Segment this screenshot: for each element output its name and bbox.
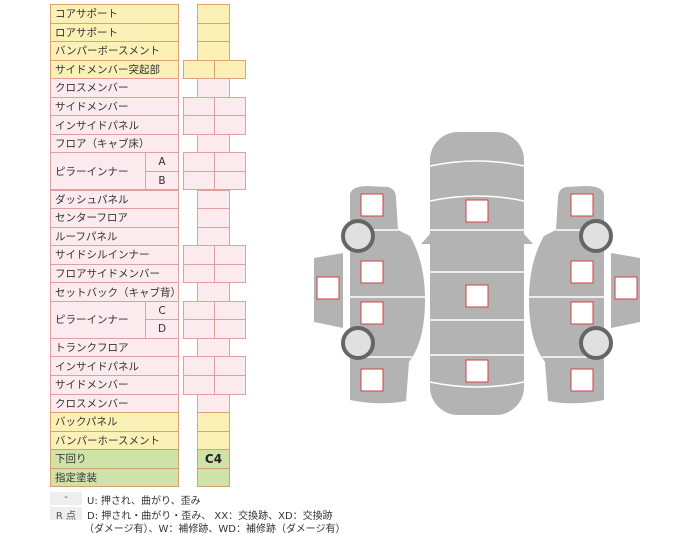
row-label: バックパネル (50, 412, 179, 432)
damage-marker[interactable] (360, 193, 384, 217)
car-center-body (421, 132, 533, 415)
damage-marker[interactable] (465, 359, 489, 383)
damage-marker[interactable] (570, 368, 594, 392)
damage-marker[interactable] (360, 260, 384, 284)
wheel-icon (341, 326, 375, 360)
row-sub-label: A (145, 152, 179, 172)
damage-marker[interactable] (570, 301, 594, 325)
row-label: クロスメンバー (50, 393, 179, 414)
legend-text: D: 押され・曲がり・歪み、 XX：交換跡、XD：交換跡 (87, 511, 333, 522)
row-label: ピラーインナー (50, 152, 146, 191)
row-label: サイドメンバー (50, 96, 179, 117)
car-left-side (314, 186, 426, 404)
row-label: フロア（キャブ床） (50, 133, 179, 154)
damage-marker[interactable] (570, 260, 594, 284)
rating-cell[interactable]: C4 (197, 449, 230, 469)
rating-cell-right[interactable] (214, 59, 246, 80)
damage-marker[interactable] (570, 193, 594, 217)
legend-key: - (50, 492, 82, 505)
damage-marker[interactable] (465, 199, 489, 223)
legend-text: （ダメージ有）、W：補修跡、WD：補修跡（ダメージ有） (84, 524, 346, 535)
damage-marker[interactable] (465, 284, 489, 308)
wheel-icon (341, 219, 375, 253)
row-label: フロアサイドメンバー (50, 263, 179, 284)
row-label: バンパーボースメント (50, 41, 179, 61)
legend-key: R 点 (50, 507, 82, 522)
row-label: センターフロア (50, 208, 179, 228)
row-label: バンパーホースメント (50, 430, 179, 451)
damage-marker[interactable] (360, 301, 384, 325)
row-label: ピラーインナー (50, 300, 146, 339)
row-label: サイドメンバー突起部 (50, 59, 179, 80)
damage-marker[interactable] (614, 276, 638, 300)
rating-cell[interactable] (197, 467, 230, 488)
row-label: 指定塗装 (50, 467, 179, 488)
damage-marker[interactable] (316, 276, 340, 300)
rating-cell-right[interactable] (214, 115, 246, 135)
row-label: クロスメンバー (50, 78, 179, 98)
row-sub-label: C (145, 300, 179, 321)
rating-cell-right[interactable] (214, 263, 246, 284)
rating-cell-right[interactable] (214, 319, 246, 339)
rating-cell-right[interactable] (214, 170, 246, 191)
row-label: サイドシルインナー (50, 245, 179, 265)
rating-cell-right[interactable] (214, 375, 246, 395)
damage-marker[interactable] (360, 368, 384, 392)
row-label: インサイドパネル (50, 115, 179, 135)
legend-text: U: 押され、曲がり、歪み (87, 496, 201, 507)
